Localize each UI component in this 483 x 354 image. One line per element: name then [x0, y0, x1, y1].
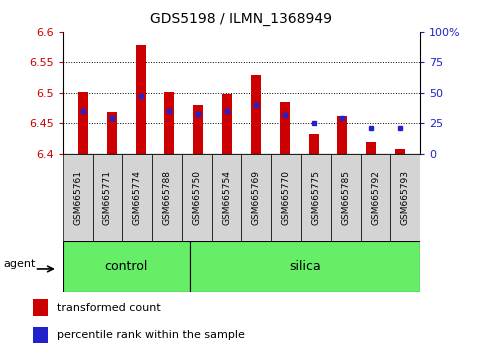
- Text: GSM665774: GSM665774: [133, 170, 142, 225]
- Text: GSM665770: GSM665770: [282, 170, 291, 225]
- Bar: [164, 92, 174, 154]
- Bar: [251, 75, 261, 154]
- Text: GSM665761: GSM665761: [73, 170, 82, 225]
- Text: transformed count: transformed count: [57, 303, 160, 313]
- Bar: [271, 154, 301, 241]
- Bar: [280, 102, 290, 154]
- Text: GSM665754: GSM665754: [222, 170, 231, 225]
- Text: control: control: [104, 260, 148, 273]
- Bar: [395, 149, 405, 154]
- Text: GSM665750: GSM665750: [192, 170, 201, 225]
- Bar: [222, 93, 232, 154]
- Text: GSM665793: GSM665793: [401, 170, 410, 225]
- Bar: [242, 154, 271, 241]
- Bar: [366, 142, 376, 154]
- Text: silica: silica: [289, 260, 321, 273]
- Bar: [136, 45, 146, 154]
- Bar: [78, 92, 88, 154]
- Bar: [190, 241, 420, 292]
- Bar: [309, 134, 319, 154]
- Text: GSM665775: GSM665775: [312, 170, 320, 225]
- Text: agent: agent: [3, 259, 36, 269]
- Bar: [193, 104, 203, 154]
- Text: GSM665788: GSM665788: [163, 170, 171, 225]
- Bar: [390, 154, 420, 241]
- Bar: [33, 299, 48, 316]
- Text: GDS5198 / ILMN_1368949: GDS5198 / ILMN_1368949: [151, 12, 332, 27]
- Bar: [33, 327, 48, 343]
- Bar: [93, 154, 122, 241]
- Bar: [331, 154, 361, 241]
- Text: GSM665785: GSM665785: [341, 170, 350, 225]
- Bar: [63, 241, 190, 292]
- Text: GSM665792: GSM665792: [371, 170, 380, 225]
- Text: GSM665771: GSM665771: [103, 170, 112, 225]
- Bar: [107, 112, 117, 154]
- Bar: [152, 154, 182, 241]
- Bar: [361, 154, 390, 241]
- Bar: [301, 154, 331, 241]
- Text: percentile rank within the sample: percentile rank within the sample: [57, 330, 244, 340]
- Text: GSM665769: GSM665769: [252, 170, 261, 225]
- Bar: [212, 154, 242, 241]
- Bar: [63, 154, 93, 241]
- Bar: [182, 154, 212, 241]
- Bar: [337, 116, 347, 154]
- Bar: [122, 154, 152, 241]
